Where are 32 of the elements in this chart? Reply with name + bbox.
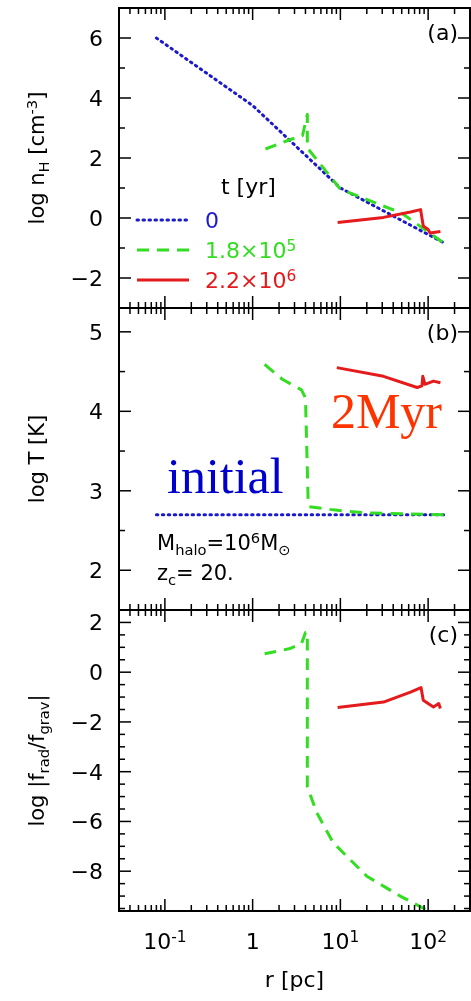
annotation: (b) <box>426 320 458 345</box>
y-tick-label: 3 <box>89 478 103 504</box>
x-axis-title: r [pc] <box>264 967 325 992</box>
y-tick-label: −8 <box>70 859 103 885</box>
x-tick-label: 10$^{-1}$ <box>143 928 187 954</box>
x-tick-label: 1 <box>245 929 260 954</box>
legend-label: 2.2×10$^{6}$ <box>205 267 297 293</box>
y-tick-label: 0 <box>89 660 103 686</box>
x-tick-label: 10$^{1}$ <box>321 928 360 954</box>
annotation: (a) <box>427 20 458 45</box>
y-tick-label: 0 <box>89 205 103 231</box>
legend-title: t [yr] <box>221 174 276 199</box>
annotation: z$_{c}$= 20. <box>157 561 234 588</box>
annotation: M$_{halo}$=10$^{6}$M$_{⊙}$ <box>157 529 291 558</box>
y-tick-label: 5 <box>89 319 103 345</box>
legend-label: 0 <box>205 207 219 233</box>
y-tick-label: 2 <box>89 558 103 584</box>
y-axis-title: log T [K] <box>25 414 49 504</box>
legend-label: 1.8×10$^{5}$ <box>205 237 297 263</box>
y-tick-label: 2 <box>89 610 103 636</box>
y-tick-label: −2 <box>70 265 103 291</box>
annotation: (c) <box>428 622 458 647</box>
annotation: 2Myr <box>330 383 443 439</box>
y-tick-label: −4 <box>70 759 103 785</box>
x-tick-label: 10$^{2}$ <box>409 928 448 954</box>
y-tick-label: 6 <box>89 25 103 51</box>
y-tick-label: 4 <box>89 85 103 111</box>
y-tick-label: 4 <box>89 399 103 425</box>
annotation: initial <box>167 448 284 504</box>
y-tick-label: −6 <box>70 809 103 835</box>
y-tick-label: 2 <box>89 145 103 171</box>
y-tick-label: −2 <box>70 709 103 735</box>
